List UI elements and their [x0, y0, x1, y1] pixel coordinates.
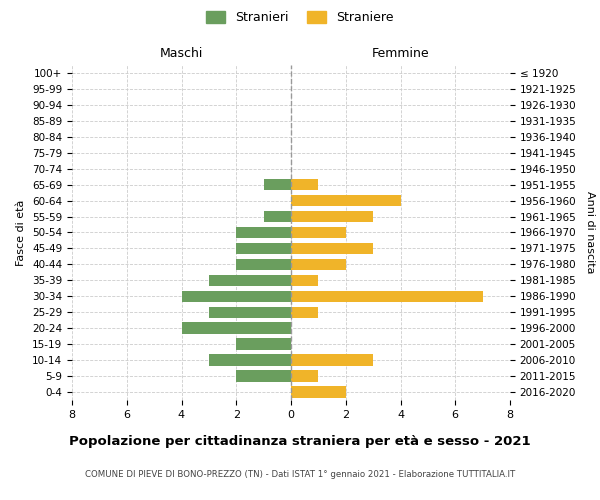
- Legend: Stranieri, Straniere: Stranieri, Straniere: [202, 6, 398, 29]
- Bar: [209, 306, 291, 318]
- Bar: [236, 227, 291, 238]
- Text: COMUNE DI PIEVE DI BONO-PREZZO (TN) - Dati ISTAT 1° gennaio 2021 - Elaborazione : COMUNE DI PIEVE DI BONO-PREZZO (TN) - Da…: [85, 470, 515, 479]
- Bar: [236, 258, 291, 270]
- Bar: [291, 242, 373, 254]
- Bar: [291, 195, 401, 206]
- Bar: [291, 211, 373, 222]
- Bar: [291, 354, 373, 366]
- Bar: [291, 370, 319, 382]
- Text: Popolazione per cittadinanza straniera per età e sesso - 2021: Popolazione per cittadinanza straniera p…: [69, 435, 531, 448]
- Y-axis label: Fasce di età: Fasce di età: [16, 200, 26, 266]
- Bar: [291, 179, 319, 190]
- Y-axis label: Anni di nascita: Anni di nascita: [585, 191, 595, 274]
- Bar: [291, 227, 346, 238]
- Text: Maschi: Maschi: [160, 47, 203, 60]
- Bar: [263, 211, 291, 222]
- Bar: [236, 338, 291, 350]
- Bar: [209, 274, 291, 286]
- Bar: [182, 290, 291, 302]
- Bar: [236, 242, 291, 254]
- Bar: [209, 354, 291, 366]
- Bar: [291, 386, 346, 398]
- Bar: [236, 370, 291, 382]
- Bar: [291, 274, 319, 286]
- Bar: [182, 322, 291, 334]
- Bar: [291, 290, 482, 302]
- Bar: [291, 258, 346, 270]
- Bar: [263, 179, 291, 190]
- Text: Femmine: Femmine: [371, 47, 430, 60]
- Bar: [291, 306, 319, 318]
